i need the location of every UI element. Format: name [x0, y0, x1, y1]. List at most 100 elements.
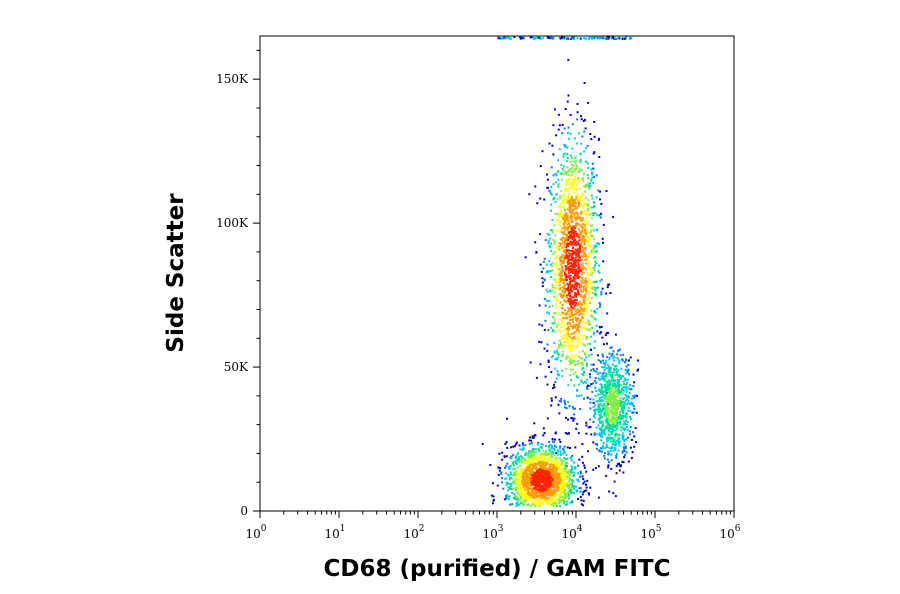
- event-dot: [611, 375, 614, 377]
- event-dot: [498, 452, 501, 455]
- event-dot: [573, 417, 576, 420]
- event-dot: [555, 247, 558, 250]
- event-dot: [607, 466, 610, 469]
- event-dot: [528, 461, 531, 464]
- event-dot: [575, 265, 578, 268]
- event-dot: [612, 418, 615, 421]
- event-dot: [508, 486, 511, 489]
- event-dot: [552, 183, 555, 186]
- event-dot: [518, 479, 521, 482]
- event-dot: [580, 280, 583, 283]
- event-dot: [573, 250, 576, 253]
- event-dot: [617, 369, 620, 372]
- event-dot: [542, 480, 545, 483]
- event-dot: [616, 383, 619, 386]
- event-dot: [598, 214, 601, 217]
- event-dot: [583, 489, 586, 492]
- event-dot: [545, 471, 548, 474]
- event-dot: [560, 313, 563, 316]
- event-dot: [541, 495, 544, 498]
- event-dot: [523, 492, 526, 495]
- event-dot: [550, 242, 553, 245]
- event-dot: [557, 300, 559, 302]
- event-dot: [550, 503, 553, 506]
- event-dot: [614, 390, 617, 393]
- event-dot: [543, 328, 546, 331]
- event-dot: [561, 481, 563, 484]
- event-dot: [581, 217, 584, 220]
- event-dot: [549, 482, 552, 485]
- event-dot: [572, 344, 575, 347]
- event-dot: [570, 489, 573, 492]
- event-dot: [563, 491, 566, 494]
- event-dot: [548, 233, 551, 236]
- event-dot: [604, 386, 607, 389]
- event-dot: [613, 36, 616, 39]
- event-dot: [548, 481, 551, 484]
- event-dot: [585, 268, 588, 271]
- event-dot: [549, 263, 552, 266]
- event-dot: [522, 36, 525, 39]
- event-dot: [574, 326, 577, 329]
- event-dot: [566, 471, 569, 474]
- event-dot: [612, 422, 615, 425]
- event-dot: [546, 458, 549, 461]
- event-dot: [568, 231, 571, 234]
- event-dot: [534, 185, 537, 188]
- event-dot: [581, 368, 584, 371]
- event-dot: [622, 420, 625, 423]
- event-dot: [610, 413, 613, 416]
- event-dot: [600, 392, 603, 395]
- event-dot: [509, 464, 512, 467]
- event-dot: [511, 477, 514, 480]
- event-dot: [556, 487, 559, 489]
- event-dot: [570, 157, 573, 160]
- event-dot: [516, 479, 519, 482]
- event-dot: [537, 457, 540, 460]
- event-dot: [573, 337, 576, 340]
- event-dot: [620, 429, 623, 432]
- event-dot: [559, 274, 562, 276]
- event-dot: [576, 216, 579, 219]
- event-dot: [569, 302, 571, 305]
- event-dot: [546, 467, 549, 470]
- event-dot: [567, 243, 570, 246]
- event-dot: [602, 421, 604, 424]
- event-dot: [576, 388, 579, 391]
- event-dot: [583, 299, 586, 302]
- event-dot: [514, 488, 517, 491]
- event-dot: [581, 455, 584, 458]
- event-dot: [599, 421, 602, 424]
- event-dot: [616, 424, 619, 427]
- event-dot: [612, 395, 615, 398]
- event-dot: [595, 280, 598, 283]
- event-dot: [565, 218, 568, 221]
- event-dot: [584, 295, 586, 298]
- event-dot: [513, 464, 515, 467]
- event-dot: [551, 356, 553, 359]
- event-dot: [561, 194, 564, 197]
- event-dot: [556, 213, 559, 215]
- event-dot: [590, 314, 593, 317]
- event-dot: [559, 260, 562, 263]
- event-dot: [544, 489, 547, 492]
- event-dot: [520, 455, 523, 458]
- event-dot: [558, 339, 561, 342]
- event-dot: [630, 388, 633, 391]
- event-dot: [589, 213, 591, 216]
- event-dot: [614, 429, 617, 432]
- event-dot: [616, 380, 619, 383]
- event-dot: [556, 356, 559, 359]
- event-dot: [501, 481, 504, 484]
- event-dot: [564, 146, 567, 148]
- event-dot: [531, 488, 534, 491]
- event-dot: [599, 371, 602, 374]
- y-tick-label: 0: [240, 504, 248, 518]
- event-dot: [589, 224, 592, 227]
- event-dot: [540, 446, 543, 449]
- event-dot: [615, 367, 618, 370]
- event-dot: [535, 455, 538, 458]
- event-dot: [570, 347, 573, 350]
- event-dot: [583, 36, 585, 38]
- event-dot: [612, 355, 614, 357]
